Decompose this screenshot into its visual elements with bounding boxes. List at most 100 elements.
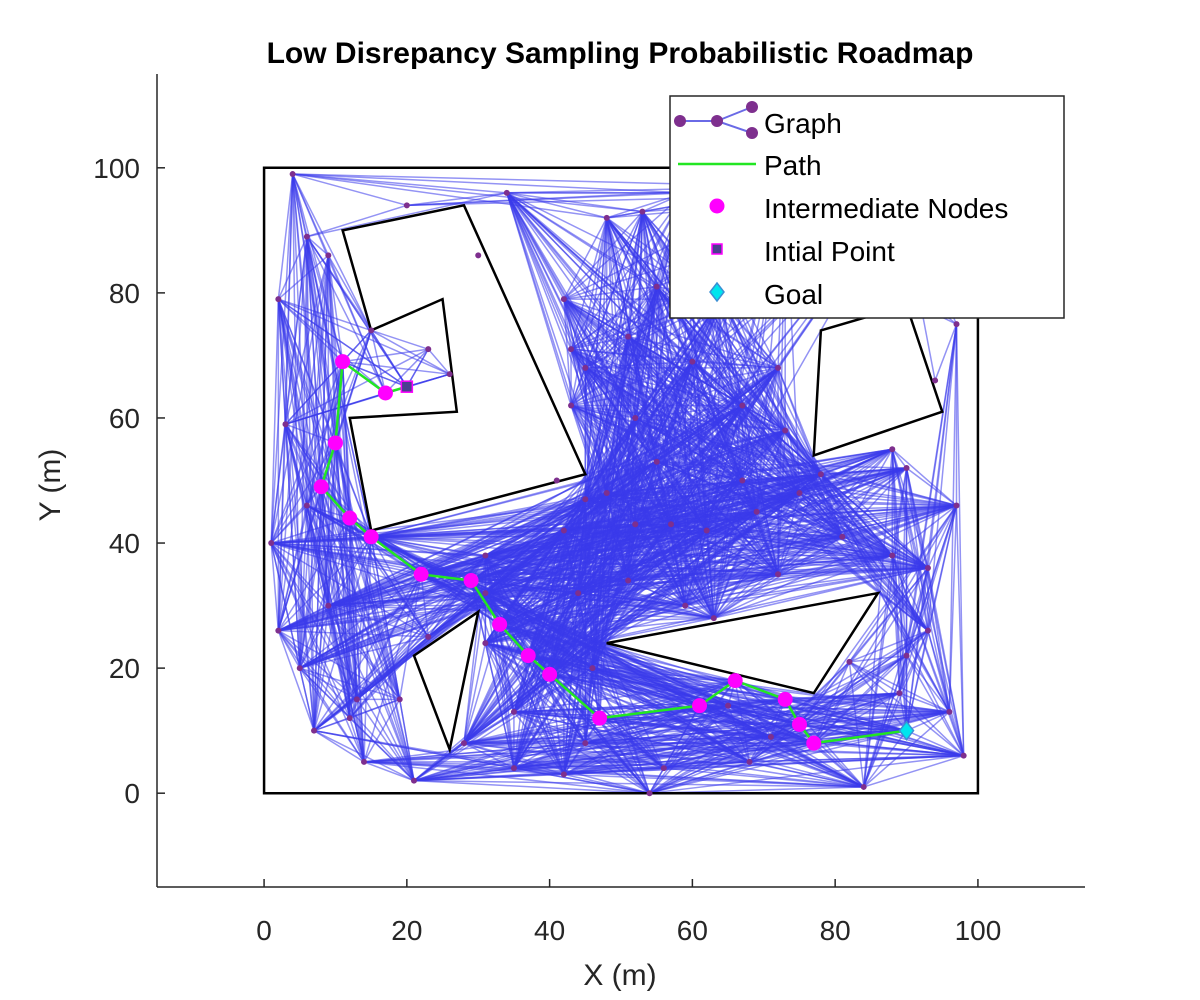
graph-node [582,496,589,503]
graph-edge [606,473,821,494]
graph-edge [420,529,565,576]
graph-edge [285,423,336,444]
graph-edge [370,536,415,781]
graph-edge [371,492,800,538]
path-group [313,354,915,751]
graph-node [503,189,510,196]
graph-nodes [268,171,967,797]
graph-edge [485,592,714,619]
graph-node [553,477,560,484]
y-tick-label: 40 [109,528,140,559]
graph-node [639,208,646,215]
graph-edge [334,442,351,719]
graph-edge [799,723,964,757]
graph-node [560,527,567,534]
graph-edge [955,505,965,756]
graph-edge [463,642,487,744]
graph-edge [328,536,843,607]
graph-edge [349,573,422,719]
graph-edge [299,667,365,763]
graph-edge [699,704,800,726]
graph-node [739,477,746,484]
graph-edge [299,361,344,669]
graph-node [296,665,303,672]
graph-edge [398,574,422,700]
graph-edge [270,486,322,544]
chart-title: Low Disrepancy Sampling Probabilistic Ro… [267,37,974,70]
graph-node [739,402,746,409]
graph-edge [585,360,693,369]
legend-label: Intermediate Nodes [764,193,1008,224]
graph-edge [948,505,958,712]
graph-node [410,777,417,784]
graph-edge [371,536,928,569]
graph-node [303,502,310,509]
graph-edge [548,674,565,775]
intermediate-node [692,698,708,714]
graph-edge [892,554,929,569]
graph-edge [363,536,372,762]
graph-edge [463,655,529,744]
graph-node [361,758,368,765]
graph-node [589,665,596,672]
graph-node [353,696,360,703]
legend-label: Intial Point [764,236,895,267]
graph-edge [278,604,329,632]
graph-node [425,346,432,353]
graph-node [682,602,689,609]
graph-edge [320,361,344,487]
graph-edge [420,573,501,625]
graph-edge [635,404,743,419]
graph-node [896,690,903,697]
intermediate-node [492,616,508,632]
intermediate-node [806,735,822,751]
graph-edge [549,673,786,701]
graph-edge [413,717,600,782]
graph-node [632,414,639,421]
graph-node [460,740,467,747]
graph-node [482,552,489,559]
graph-edge [349,717,365,763]
graph-edge [349,698,400,719]
graph-node [425,633,432,640]
graph-node [446,371,453,378]
graph-edge [413,673,551,782]
graph-node [560,296,567,303]
graph-edge [513,523,636,713]
legend-label: Path [764,150,822,181]
graph-edge [342,348,429,363]
graph-edge [549,673,907,732]
graph-node [667,521,674,528]
graph-edge [699,704,865,788]
intermediate-node [727,673,743,689]
graph-edge [898,655,908,694]
intermediate-node [313,479,329,495]
graph-edge [849,661,950,713]
graph-edge [863,754,964,788]
graph-edge [299,667,315,731]
graph-node [325,602,332,609]
graph-node [946,708,953,715]
obstacles [262,166,980,795]
graph-edge [371,523,672,538]
graph-edge [363,761,415,782]
graph-edge [306,204,408,238]
graph-node [817,471,824,478]
intermediate-node [777,691,793,707]
graph-node [346,715,353,722]
legend-graph-node [746,101,758,113]
legend-label: Graph [764,108,842,139]
graph-node [782,427,789,434]
graph-edge [413,779,864,788]
graph-edge [270,299,280,544]
graph-edge [798,723,865,788]
graph-edge [927,630,965,756]
graph-edge [278,579,472,632]
graph-edge [891,555,908,731]
graph-edge [570,367,587,406]
graph-edge [506,192,643,213]
graph-edge [906,729,964,757]
intermediate-node [377,385,393,401]
graph-edge [327,255,387,394]
graph-edge [277,630,351,719]
